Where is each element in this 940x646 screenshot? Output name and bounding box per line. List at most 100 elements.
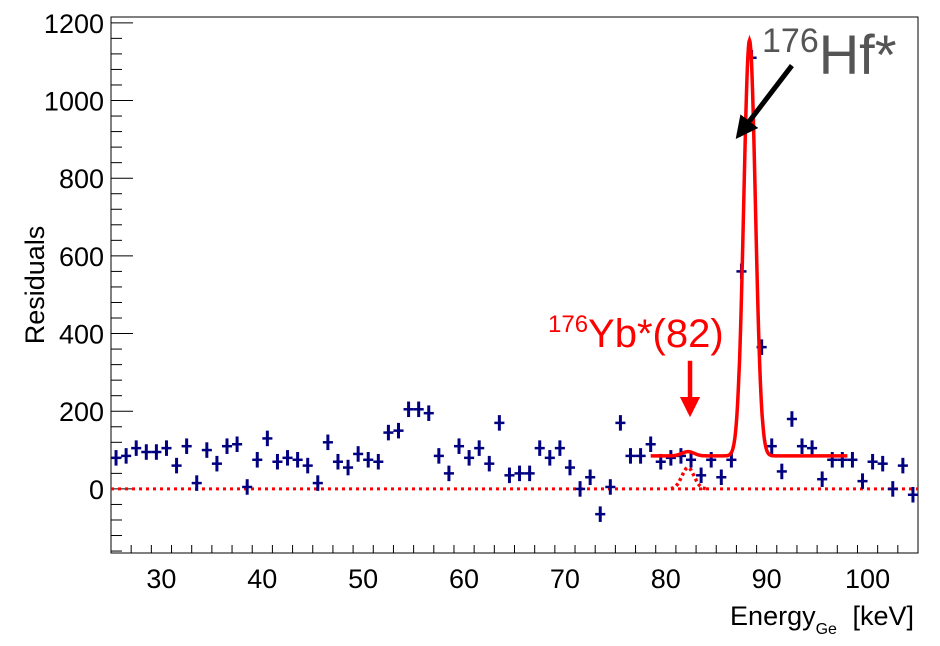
data-point	[524, 465, 535, 482]
yb-component-curve	[670, 465, 707, 491]
data-point	[191, 475, 202, 491]
data-point	[141, 444, 152, 460]
data-point	[685, 452, 697, 468]
data-point	[776, 463, 787, 480]
data-point	[665, 450, 676, 466]
x-tick-label: 80	[651, 564, 681, 594]
data-point	[272, 453, 283, 470]
y-tick-label: 0	[89, 475, 104, 505]
data-point	[262, 430, 273, 447]
hf-arrow	[735, 64, 794, 140]
fit-curve	[650, 34, 848, 458]
data-point	[343, 459, 354, 476]
data-point	[857, 473, 868, 489]
x-tick-label: 100	[845, 564, 890, 594]
y-tick-label: 600	[59, 242, 104, 272]
data-point	[161, 440, 172, 456]
data-point	[887, 481, 898, 497]
data-point	[615, 415, 626, 431]
x-tick-label: 60	[449, 564, 479, 594]
data-point	[353, 446, 364, 462]
x-axis-label: EnergyGe [keV]	[730, 601, 914, 638]
data-point	[221, 438, 233, 454]
data-points	[111, 50, 918, 522]
data-point	[635, 448, 646, 464]
y-tick-label: 200	[59, 397, 104, 427]
data-point	[393, 422, 404, 439]
data-point	[796, 438, 808, 454]
data-point	[373, 453, 384, 470]
y-tick-label: 800	[59, 164, 104, 194]
data-point	[111, 450, 122, 466]
data-point	[766, 438, 777, 454]
dotted-lines	[111, 465, 918, 491]
data-point	[716, 469, 727, 486]
x-tick-label: 70	[550, 564, 580, 594]
data-point	[595, 506, 606, 522]
y-tick-label: 1200	[44, 9, 104, 39]
data-point	[807, 440, 818, 456]
annotations: 176Hf* 176Yb*(82)	[548, 22, 897, 418]
data-point	[252, 452, 263, 468]
fit-curve-line	[650, 34, 848, 458]
data-point	[453, 438, 465, 454]
data-point	[363, 452, 374, 468]
data-point	[494, 415, 505, 431]
x-tick-label: 40	[247, 564, 277, 594]
y-axis-label: Residuals	[20, 226, 50, 345]
data-point	[464, 450, 475, 466]
data-point	[514, 465, 525, 482]
yb-label: 176Yb*(82)	[548, 311, 724, 356]
data-point	[433, 448, 444, 464]
x-tick-label: 50	[348, 564, 378, 594]
data-point	[847, 452, 858, 468]
data-point	[383, 424, 394, 441]
data-point	[504, 467, 515, 484]
data-point	[907, 486, 918, 503]
data-point	[201, 442, 212, 458]
data-point	[403, 401, 414, 418]
data-point	[332, 453, 344, 470]
data-point	[786, 411, 797, 427]
data-point	[242, 479, 253, 495]
data-point	[443, 465, 454, 482]
data-point	[232, 436, 243, 453]
y-tick-label: 400	[59, 320, 104, 350]
data-point	[554, 440, 565, 456]
data-point	[605, 479, 616, 495]
data-point	[534, 440, 545, 456]
axis-ticks	[110, 22, 919, 553]
data-point	[877, 455, 888, 472]
data-point	[423, 405, 434, 421]
data-point	[312, 475, 323, 491]
data-point	[817, 471, 828, 487]
data-point	[575, 481, 586, 497]
data-point	[625, 448, 636, 464]
data-point	[645, 436, 656, 453]
data-point	[585, 469, 596, 486]
data-point	[322, 434, 333, 451]
x-tick-label: 30	[146, 564, 176, 594]
data-point	[151, 444, 162, 460]
y-tick-label: 1000	[44, 87, 104, 117]
data-point	[121, 448, 132, 464]
data-point	[211, 455, 222, 472]
data-point	[696, 467, 707, 484]
hf-label: 176Hf*	[762, 22, 897, 86]
data-point	[171, 457, 182, 474]
data-point	[292, 452, 303, 468]
data-point	[484, 455, 495, 472]
data-point	[181, 438, 192, 454]
data-point	[474, 440, 485, 456]
data-point	[413, 401, 424, 418]
data-point	[867, 453, 878, 470]
data-point	[131, 440, 142, 456]
data-point	[302, 457, 313, 474]
x-tick-label: 90	[752, 564, 782, 594]
data-point	[282, 450, 293, 466]
data-point	[897, 457, 908, 474]
data-point	[564, 459, 576, 476]
data-point	[544, 450, 555, 466]
